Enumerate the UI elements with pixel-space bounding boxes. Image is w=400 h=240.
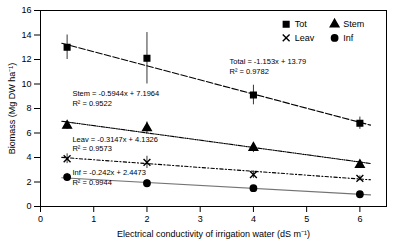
svg-text:Leav = -0.3147x + 4.1326: Leav = -0.3147x + 4.1326 (72, 135, 158, 144)
svg-text:0: 0 (38, 214, 43, 224)
svg-text:0: 0 (26, 201, 31, 211)
svg-text:3: 3 (198, 214, 203, 224)
svg-text:R² = 0.9944: R² = 0.9944 (72, 178, 111, 187)
svg-text:Total = -1.153x + 13.79: Total = -1.153x + 13.79 (229, 57, 306, 66)
svg-text:2: 2 (144, 214, 149, 224)
svg-text:4: 4 (26, 152, 31, 162)
svg-text:Biomass (Mg DW ha⁻¹): Biomass (Mg DW ha⁻¹) (7, 63, 17, 155)
svg-text:6: 6 (357, 214, 362, 224)
svg-text:R² = 0.9522: R² = 0.9522 (72, 99, 111, 108)
svg-text:Inf = -0.242x + 2.4473: Inf = -0.242x + 2.4473 (72, 168, 145, 177)
svg-text:6: 6 (26, 128, 31, 138)
svg-text:Stem = -0.5944x + 7.1964: Stem = -0.5944x + 7.1964 (72, 89, 159, 98)
svg-text:R² = 0.9573: R² = 0.9573 (72, 144, 111, 153)
svg-text:8: 8 (26, 103, 31, 113)
svg-text:10: 10 (21, 79, 31, 89)
svg-text:5: 5 (304, 214, 309, 224)
svg-text:1: 1 (91, 214, 96, 224)
svg-text:16: 16 (21, 5, 31, 15)
svg-text:R² = 0.9782: R² = 0.9782 (229, 67, 268, 76)
svg-text:14: 14 (21, 30, 31, 40)
svg-text:Stem: Stem (343, 19, 364, 29)
svg-text:12: 12 (21, 54, 31, 64)
svg-text:2: 2 (26, 177, 31, 187)
svg-text:Leav: Leav (295, 33, 315, 43)
svg-text:Electrical conductivity of irr: Electrical conductivity of irrigation wa… (117, 229, 310, 239)
svg-text:Tot: Tot (295, 19, 308, 29)
svg-text:Inf: Inf (343, 33, 354, 43)
svg-text:4: 4 (251, 214, 256, 224)
